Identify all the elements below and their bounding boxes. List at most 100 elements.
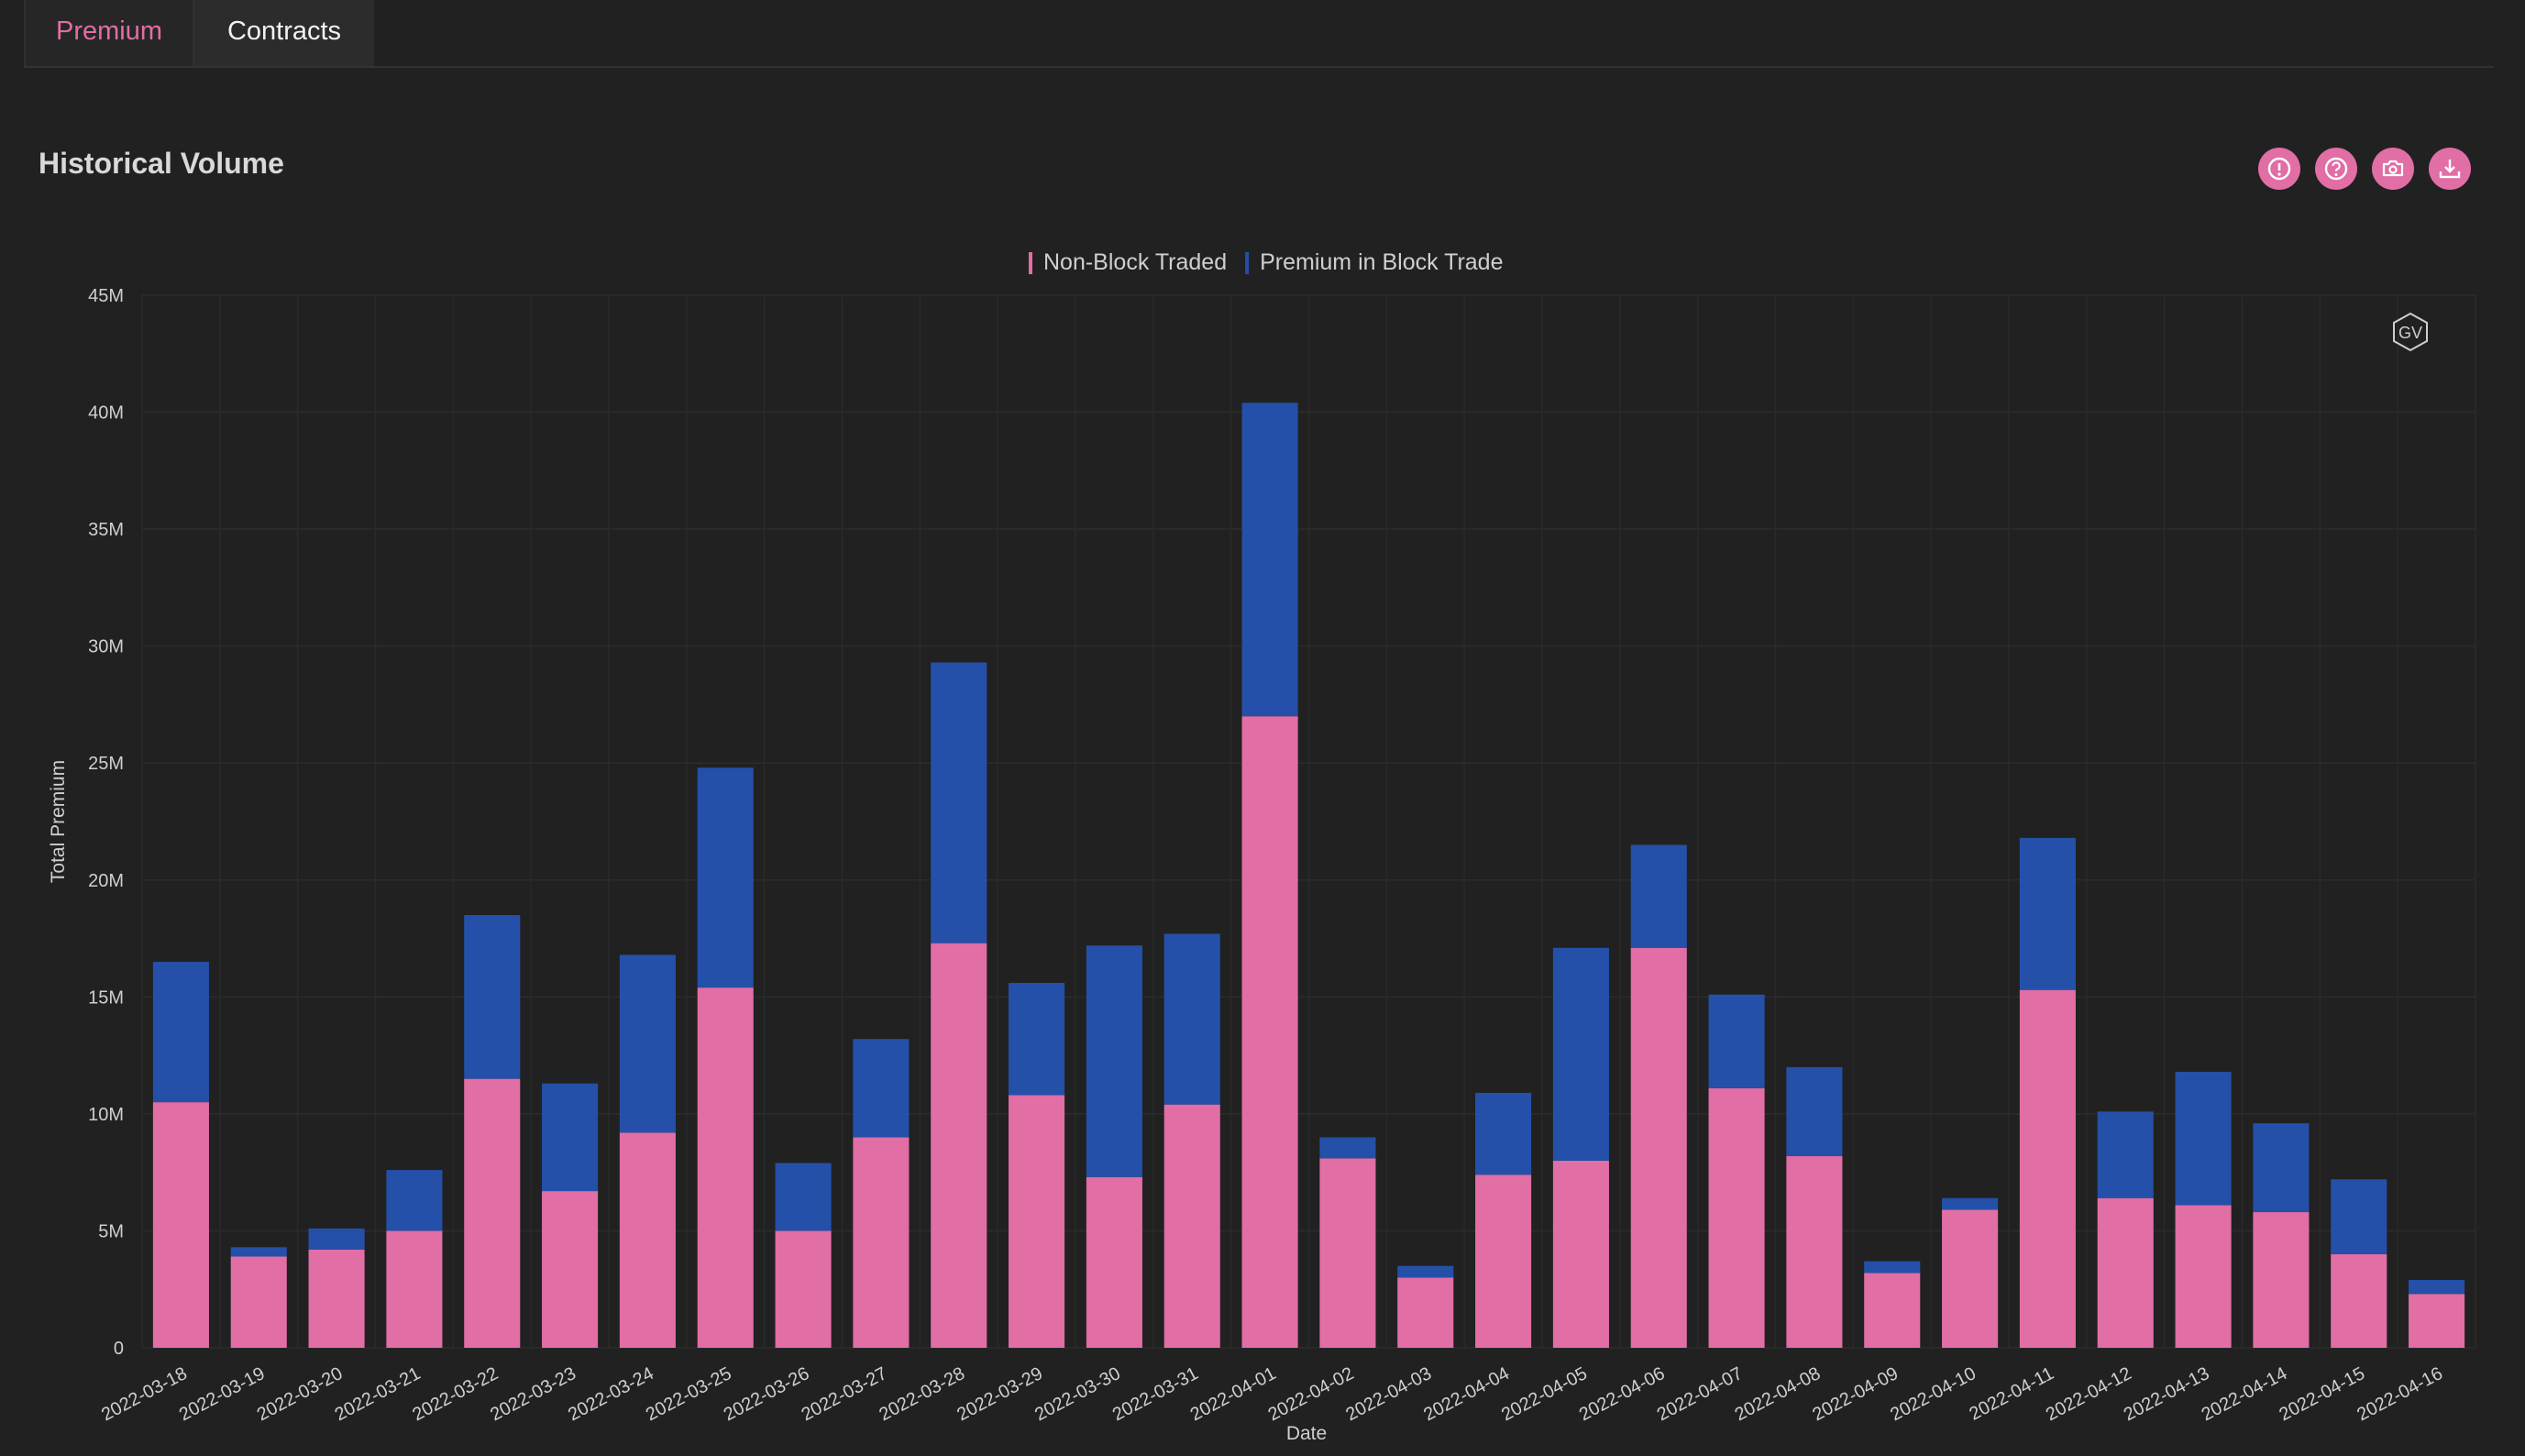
bar-block-trade[interactable] (1163, 933, 1220, 1105)
bar-block-trade[interactable] (1475, 1092, 1532, 1175)
legend-swatch (1029, 252, 1032, 274)
bar-block-trade[interactable] (2409, 1280, 2465, 1295)
bar-block-trade[interactable] (464, 915, 521, 1079)
y-axis-ticks: 0 5M 10M 15M 20M 25M 30M 35M 40M 45M (88, 286, 124, 1359)
info-icon (2267, 157, 2291, 181)
bar-block-trade[interactable] (2331, 1179, 2387, 1254)
bar-non-block[interactable] (1397, 1277, 1454, 1348)
bar-non-block[interactable] (1552, 1160, 1609, 1348)
bar-block-trade[interactable] (2019, 837, 2076, 990)
x-tick-label: 2022-04-05 (1498, 1363, 1591, 1425)
bar-non-block[interactable] (1708, 1087, 1765, 1348)
help-icon (2324, 157, 2348, 181)
bar-non-block[interactable] (386, 1230, 443, 1348)
x-tick-label: 2022-04-01 (1187, 1363, 1280, 1425)
bar-block-trade[interactable] (619, 954, 676, 1133)
legend-item-label[interactable]: Premium in Block Trade (1260, 249, 1503, 275)
bar-non-block[interactable] (2331, 1253, 2387, 1348)
bar-block-trade[interactable] (2253, 1123, 2310, 1213)
bar-non-block[interactable] (697, 987, 754, 1348)
bar-non-block[interactable] (2175, 1205, 2232, 1348)
bar-non-block[interactable] (308, 1249, 365, 1348)
x-tick-label: 2022-04-07 (1654, 1363, 1747, 1425)
x-tick-label: 2022-03-26 (721, 1363, 813, 1425)
tab-contracts[interactable]: Contracts (194, 0, 374, 66)
section-title: Historical Volume (39, 147, 284, 180)
x-tick-label: 2022-04-06 (1576, 1363, 1669, 1425)
bar-block-trade[interactable] (542, 1083, 599, 1192)
bar-block-trade[interactable] (1241, 403, 1298, 717)
bar-non-block[interactable] (775, 1230, 832, 1348)
screenshot-button[interactable] (2372, 148, 2414, 190)
bar-non-block[interactable] (2253, 1212, 2310, 1348)
download-icon (2439, 160, 2461, 179)
x-tick-label: 2022-04-03 (1342, 1363, 1435, 1425)
bar-non-block[interactable] (152, 1102, 209, 1348)
y-tick-label: 20M (88, 871, 124, 891)
bar-non-block[interactable] (1942, 1209, 1999, 1348)
y-tick-label: 45M (88, 286, 124, 306)
bar-block-trade[interactable] (931, 662, 987, 943)
bar-block-trade[interactable] (152, 962, 209, 1103)
bar-block-trade[interactable] (853, 1039, 910, 1138)
x-tick-label: 2022-04-12 (2043, 1363, 2135, 1425)
bar-block-trade[interactable] (1009, 983, 1065, 1096)
bar-block-trade[interactable] (1086, 945, 1142, 1177)
bar-non-block[interactable] (931, 943, 987, 1348)
download-button[interactable] (2429, 148, 2471, 190)
bar-non-block[interactable] (1319, 1158, 1376, 1348)
bar-block-trade[interactable] (1397, 1265, 1454, 1278)
tab-premium[interactable]: Premium (24, 0, 194, 66)
x-tick-label: 2022-03-21 (332, 1363, 425, 1425)
x-tick-label: 2022-03-18 (98, 1363, 191, 1425)
x-tick-label: 2022-03-30 (1031, 1363, 1124, 1425)
bar-non-block[interactable] (2409, 1294, 2465, 1348)
bar-non-block[interactable] (1086, 1176, 1142, 1348)
info-button[interactable] (2258, 148, 2300, 190)
bar-block-trade[interactable] (1942, 1197, 1999, 1210)
bar-block-trade[interactable] (697, 767, 754, 988)
bar-non-block[interactable] (1630, 947, 1687, 1348)
legend-item-label[interactable]: Non-Block Traded (1043, 249, 1227, 275)
bar-block-trade[interactable] (1786, 1066, 1843, 1156)
x-tick-label: 2022-03-29 (954, 1363, 1046, 1425)
bar-non-block[interactable] (230, 1256, 287, 1348)
bar-block-trade[interactable] (386, 1170, 443, 1231)
bar-non-block[interactable] (1475, 1175, 1532, 1348)
x-tick-label: 2022-04-08 (1732, 1363, 1825, 1425)
x-tick-label: 2022-03-19 (176, 1363, 269, 1425)
bar-block-trade[interactable] (1708, 994, 1765, 1088)
y-tick-label: 10M (88, 1105, 124, 1125)
bar-non-block[interactable] (464, 1078, 521, 1348)
bar-block-trade[interactable] (2097, 1111, 2154, 1198)
x-tick-label: 2022-03-24 (565, 1363, 657, 1425)
x-tick-label: 2022-03-20 (254, 1363, 347, 1425)
bar-non-block[interactable] (2097, 1197, 2154, 1348)
bar-non-block[interactable] (1864, 1273, 1921, 1348)
bar-block-trade[interactable] (1319, 1137, 1376, 1159)
bar-non-block[interactable] (1163, 1104, 1220, 1348)
bar-block-trade[interactable] (1552, 947, 1609, 1161)
x-tick-label: 2022-04-15 (2276, 1363, 2368, 1425)
help-button[interactable] (2315, 148, 2357, 190)
bar-block-trade[interactable] (308, 1228, 365, 1250)
bar-non-block[interactable] (1241, 716, 1298, 1348)
bar-block-trade[interactable] (2175, 1071, 2232, 1206)
bar-non-block[interactable] (853, 1137, 910, 1348)
y-axis-label: Total Premium (48, 760, 69, 883)
bar-non-block[interactable] (2019, 989, 2076, 1348)
y-tick-label: 40M (88, 403, 124, 424)
y-tick-label: 5M (98, 1221, 124, 1241)
x-axis-label: Date (1286, 1423, 1327, 1444)
bar-non-block[interactable] (619, 1132, 676, 1348)
bar-non-block[interactable] (542, 1191, 599, 1348)
bar-block-trade[interactable] (1864, 1261, 1921, 1274)
bar-non-block[interactable] (1009, 1095, 1065, 1348)
legend-swatch (1245, 252, 1250, 274)
bar-block-trade[interactable] (775, 1163, 832, 1231)
bar-block-trade[interactable] (230, 1247, 287, 1257)
tab-bar: Premium Contracts (24, 0, 2494, 68)
bar-non-block[interactable] (1786, 1155, 1843, 1348)
bar-block-trade[interactable] (1630, 844, 1687, 948)
